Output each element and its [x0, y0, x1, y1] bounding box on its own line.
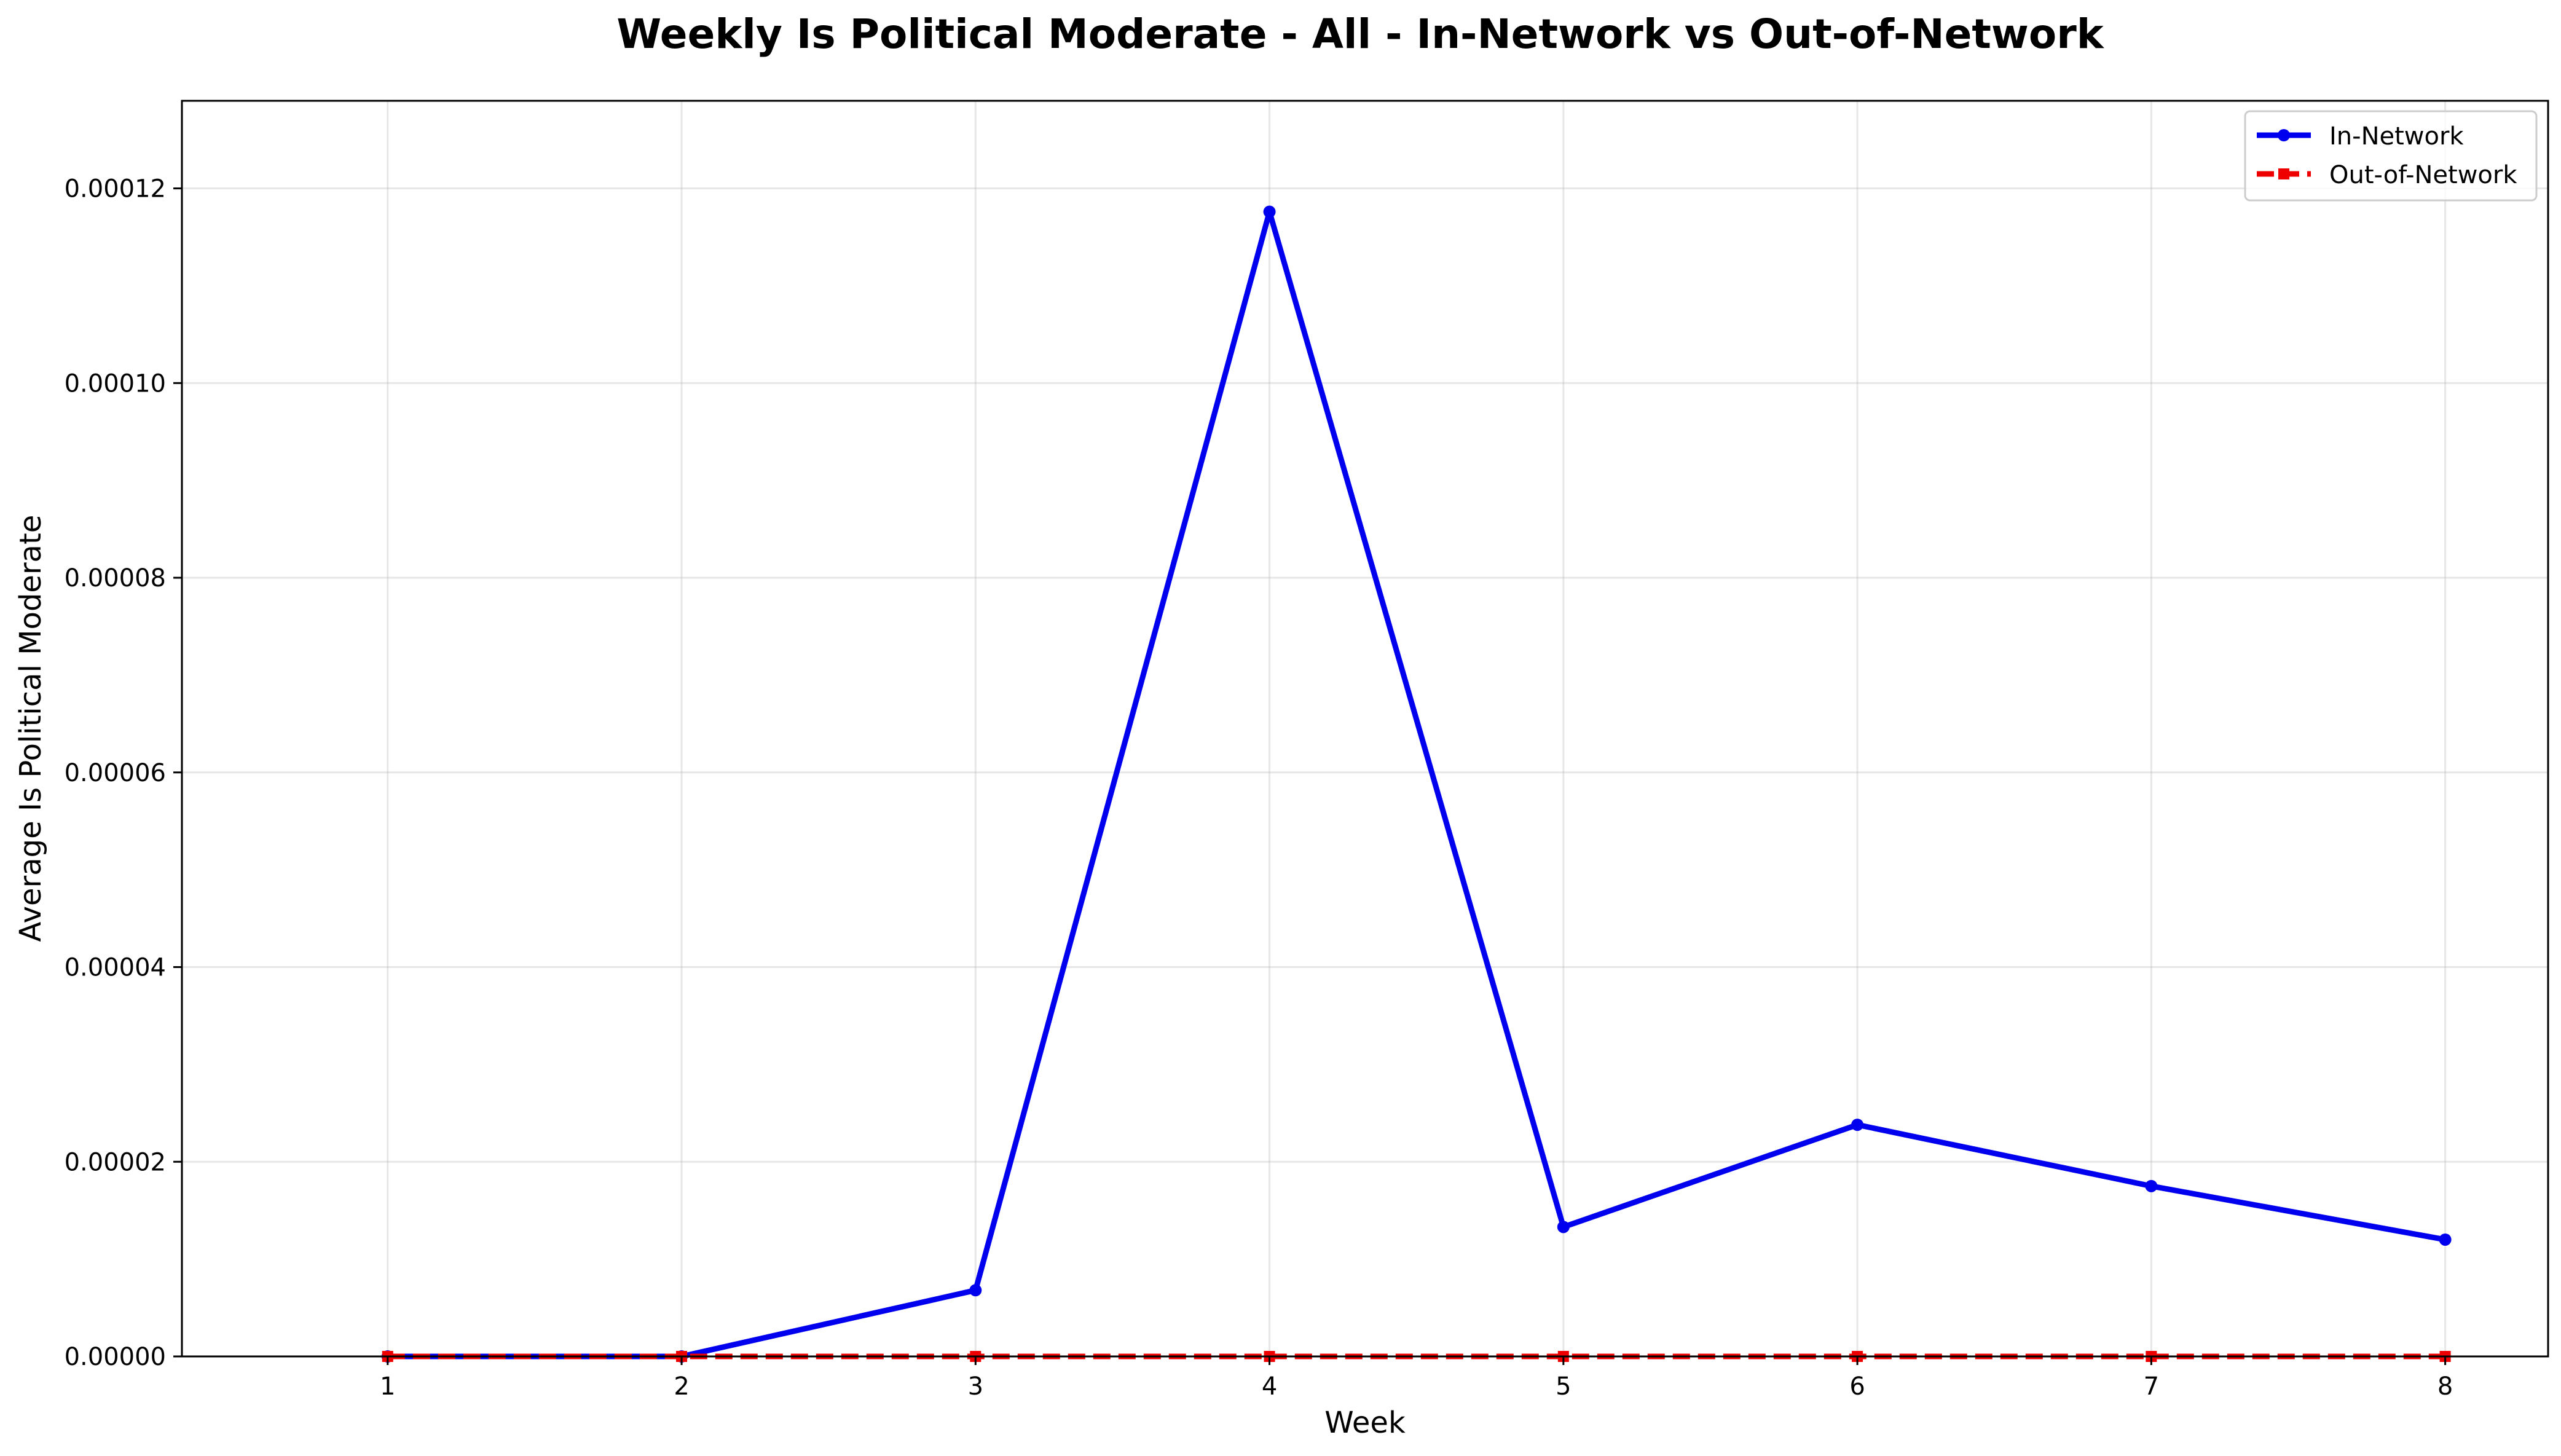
plot-frame — [181, 100, 2549, 1358]
legend-box — [2244, 110, 2538, 202]
x-tick-label: 2 — [674, 1372, 689, 1401]
x-tick-label: 1 — [380, 1372, 395, 1401]
axis-ticks: 1 2 3 4 5 6 7 8 0.00000 0.00002 0.00004 0.00006 0.00… — [65, 175, 2453, 1401]
chart-title: Weekly Is Political Moderate - All - In-… — [616, 10, 2104, 58]
legend-label-out-of-network: Out-of-Network — [2329, 161, 2517, 189]
y-tick-label: 0.00002 — [65, 1148, 166, 1176]
y-tick-label: 0.00010 — [65, 369, 166, 398]
series-line-in-network — [387, 209, 2446, 1360]
data-point-in-network — [2439, 1233, 2452, 1246]
legend: In-Network Out-of-Network — [2244, 110, 2538, 202]
y-axis-label: Average Is Political Moderate — [14, 515, 48, 942]
data-point-in-network — [2145, 1179, 2158, 1192]
y-tick-label: 0.00000 — [65, 1343, 166, 1371]
x-tick-label: 8 — [2437, 1372, 2453, 1401]
y-tick-label: 0.00008 — [65, 564, 166, 592]
legend-label-in-network: In-Network — [2329, 122, 2464, 151]
x-axis-label: Week — [1324, 1406, 1406, 1440]
data-point-in-network — [969, 1284, 982, 1297]
y-tick-label: 0.00012 — [65, 175, 166, 203]
legend-swatches — [2257, 129, 2311, 179]
x-tick-label: 4 — [1262, 1372, 1277, 1401]
data-point-in-network — [1557, 1221, 1570, 1234]
x-tick-label: 7 — [2144, 1372, 2159, 1401]
y-tick-label: 0.00006 — [65, 759, 166, 787]
legend-marker-out-of-network — [2278, 168, 2289, 179]
grid-lines — [182, 101, 2548, 1358]
x-tick-label: 5 — [1556, 1372, 1571, 1401]
x-tick-label: 6 — [1849, 1372, 1865, 1401]
y-tick-label: 0.00004 — [65, 954, 166, 982]
data-point-in-network — [1263, 205, 1276, 218]
legend-marker-in-network — [2278, 129, 2290, 141]
x-tick-label: 3 — [968, 1372, 983, 1401]
data-point-in-network — [1851, 1119, 1864, 1131]
